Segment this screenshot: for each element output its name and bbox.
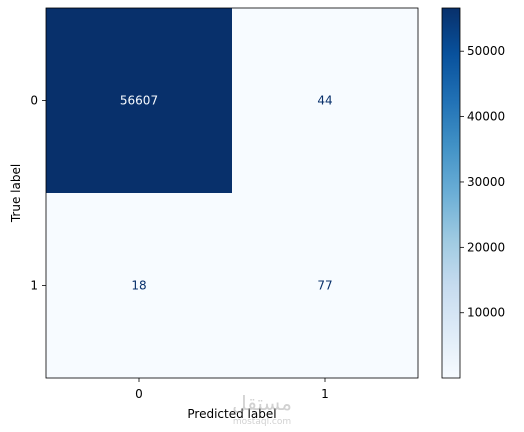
plot-frame bbox=[45, 7, 419, 379]
cell-value-1-0: 18 bbox=[131, 279, 146, 293]
cell-value-0-1: 44 bbox=[317, 94, 332, 108]
colorbar-tick-label-3: 40000 bbox=[467, 110, 505, 124]
cell-value-labels: 56607 44 18 77 bbox=[120, 94, 333, 293]
colorbar-ticks: 10000 20000 30000 40000 50000 bbox=[460, 44, 505, 320]
x-tick-label-0: 0 bbox=[135, 387, 143, 401]
watermark-arabic-text: مستقل bbox=[232, 391, 292, 415]
x-tick-label-1: 1 bbox=[321, 387, 329, 401]
colorbar-tick-label-1: 20000 bbox=[467, 240, 505, 254]
y-tick-label-1: 1 bbox=[30, 279, 38, 293]
heatmap-cell-1-1 bbox=[232, 193, 419, 379]
colorbar-frame bbox=[441, 7, 461, 379]
y-axis-ticks: 01 bbox=[30, 94, 46, 293]
x-axis-label: Predicted label bbox=[187, 407, 276, 421]
watermark-logo: مستقل mostaql.com bbox=[232, 391, 292, 427]
heatmap-cells bbox=[46, 8, 419, 379]
watermark-latin-text: mostaql.com bbox=[233, 417, 291, 427]
heatmap-cell-1-0 bbox=[46, 193, 233, 379]
colorbar-tick-label-2: 30000 bbox=[467, 175, 505, 189]
y-axis-label: True label bbox=[9, 164, 23, 223]
colorbar-tick-label-4: 50000 bbox=[467, 44, 505, 58]
cell-value-1-1: 77 bbox=[317, 279, 332, 293]
colorbar-gradient bbox=[442, 8, 460, 378]
colorbar-tick-label-0: 10000 bbox=[467, 306, 505, 320]
heatmap-cell-0-0 bbox=[46, 8, 233, 194]
colorbar: 10000 20000 30000 40000 50000 bbox=[441, 7, 505, 379]
y-tick-label-0: 0 bbox=[30, 94, 38, 108]
cell-value-0-0: 56607 bbox=[120, 94, 158, 108]
heatmap-cell-0-1 bbox=[232, 8, 419, 194]
